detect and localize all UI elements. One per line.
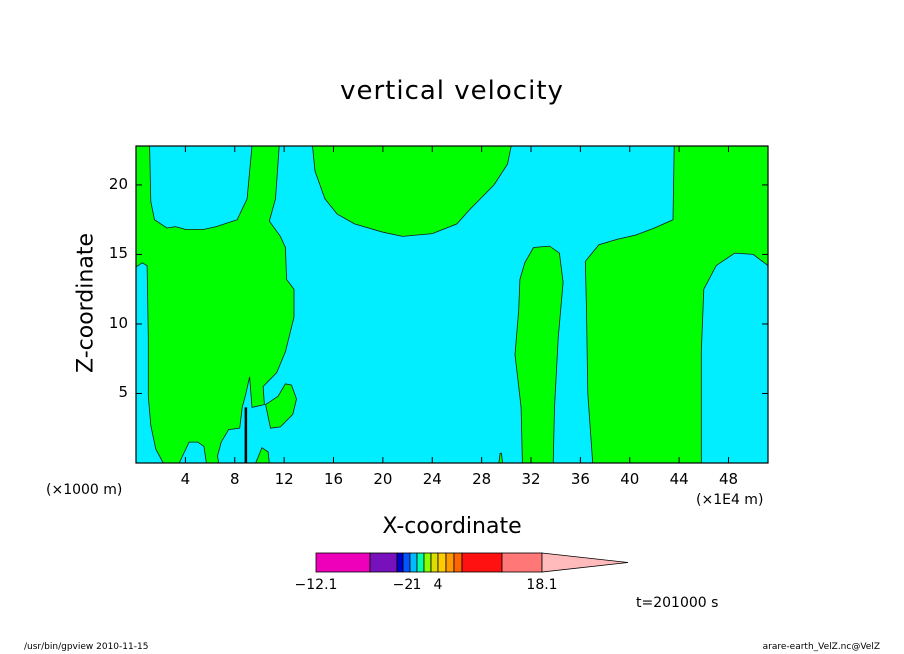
x-tick-label: 40 [620,470,640,488]
colorbar-segment [423,552,432,573]
colorbar-label: 1 [412,577,422,593]
y-tick-label: 15 [108,244,128,263]
colorbar-segment [501,552,543,573]
contour-region-7 [498,452,504,463]
x-tick-label: 36 [570,470,590,488]
contour-region-4 [312,146,512,237]
colorbar-segment [461,552,503,573]
y-tick-label: 20 [108,174,128,193]
footer-file-variable: arare-earth_VelZ.nc@VelZ [762,642,880,652]
y-tick-label: 5 [118,383,128,402]
plot-frame [135,145,769,464]
contour-regions [136,146,768,463]
y-tick-label: 10 [108,313,128,332]
x-unit-label-left: (×1000 m) [46,482,123,498]
chart-title: vertical velocity [340,76,564,106]
x-tick-label: 44 [669,470,689,488]
x-tick-label: 48 [718,470,739,488]
contour-region-1 [136,146,295,463]
axis-ticks [136,146,768,463]
colorbar-segment [445,552,455,573]
colorbar-arrow [541,552,629,573]
colorbar [315,552,629,573]
x-unit-label-right: (×1E4 m) [696,492,764,508]
colorbar-label: 18.1 [526,577,558,593]
x-tick-label: 32 [521,470,541,488]
x-tick-label: 20 [373,470,393,488]
colorbar-segment [315,552,371,573]
colorbar-segment [416,552,425,573]
time-label: t=201000 s [636,595,719,611]
contour-region-2 [265,383,297,429]
x-tick-label: 8 [229,470,240,488]
colorbar-label: 4 [433,577,443,593]
contour-region-6 [584,146,768,463]
colorbar-segment [369,552,398,573]
colorbar-segment [409,552,418,573]
colorbar-label: −12.1 [294,577,338,593]
contour-region-5 [514,245,564,463]
x-tick-label: 24 [422,470,442,488]
colorbar-segment [396,552,404,573]
colorbar-segment [402,552,411,573]
x-tick-label: 12 [274,470,294,488]
contour-region-3 [255,447,270,463]
colorbar-label: −2 [392,577,414,593]
y-axis-label: Z-coordinate [73,233,99,373]
footer-program-date: /usr/bin/gpview 2010-11-15 [24,642,149,652]
colorbar-segment [453,552,463,573]
x-tick-label: 16 [323,470,344,488]
x-tick-label: 28 [472,470,492,488]
colorbar-segment [430,552,439,573]
x-tick-label: 4 [180,470,191,488]
x-axis-label: X-coordinate [382,514,522,539]
colorbar-segment [437,552,447,573]
